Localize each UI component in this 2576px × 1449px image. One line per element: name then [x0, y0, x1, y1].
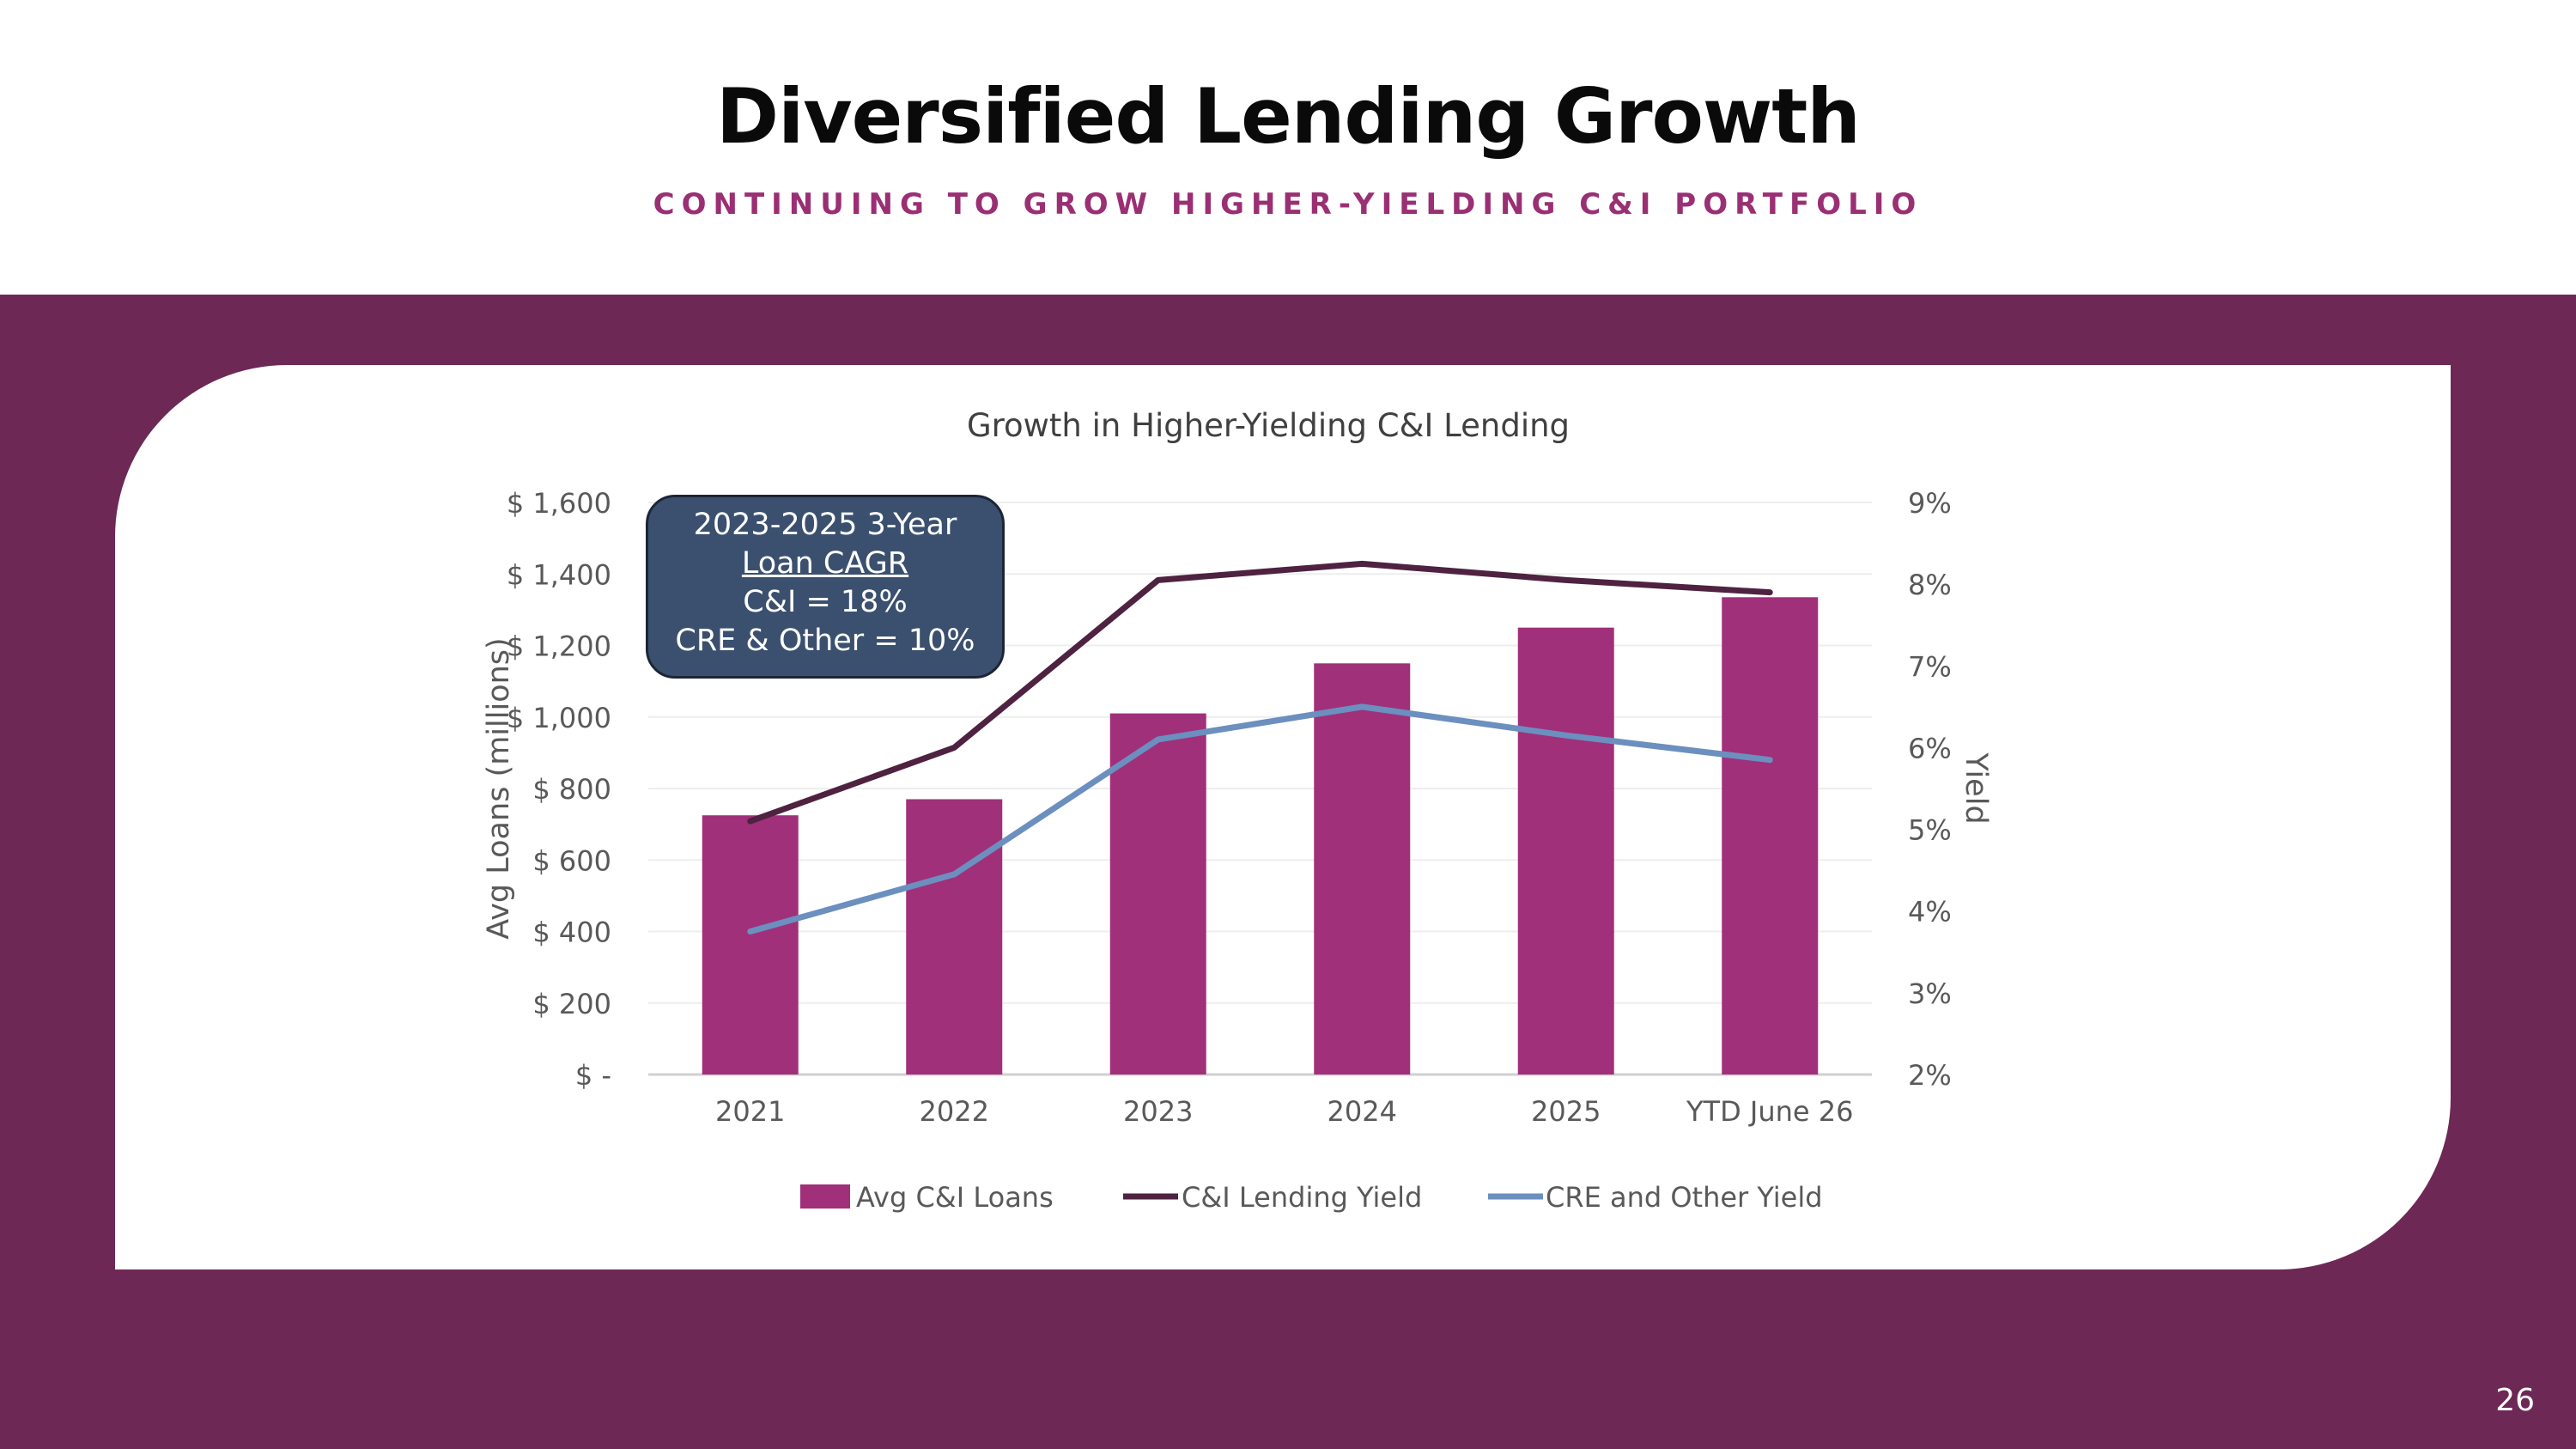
legend-label-ci-lending-yield: C&I Lending Yield	[1182, 1181, 1422, 1214]
y-right-tick-label: 7%	[1908, 650, 1952, 683]
page-subtitle: CONTINUING TO GROW HIGHER-YIELDING C&I P…	[653, 187, 1923, 222]
y-left-tick-label: $ -	[575, 1059, 611, 1092]
y-right-tick-label: 6%	[1908, 732, 1952, 764]
y-left-tick-label: $ 1,600	[507, 487, 611, 520]
chart-title: Growth in Higher-Yielding C&I Lending	[967, 407, 1570, 444]
legend-swatch-avg-ci-loans	[800, 1184, 850, 1209]
page-number: 26	[2495, 1383, 2535, 1418]
y-right-tick-label: 5%	[1908, 814, 1952, 847]
bar-avg-ci-loans	[1314, 663, 1411, 1075]
line-cre-other-yield	[747, 703, 1773, 935]
callout-line-4: CRE & Other = 10%	[675, 624, 975, 658]
y-right-tick-label: 2%	[1908, 1059, 1952, 1092]
y-right-tick-label: 3%	[1908, 977, 1952, 1010]
page-title: Diversified Lending Growth	[716, 72, 1861, 161]
x-tick-label: YTD June 26	[1686, 1095, 1853, 1128]
y-left-axis-label: Avg Loans (millions)	[482, 637, 516, 939]
cagr-callout: 2023-2025 3-Year Loan CAGR C&I = 18% CRE…	[646, 495, 1005, 679]
y-right-tick-label: 8%	[1908, 569, 1952, 601]
y-left-tick-label: $ 200	[532, 988, 611, 1020]
y-right-tick-label: 4%	[1908, 896, 1952, 928]
y-right-tick-label: 9%	[1908, 487, 1952, 520]
y-left-tick-label: $ 800	[532, 773, 611, 806]
chart-card	[115, 365, 2451, 1269]
y-left-tick-label: $ 600	[532, 844, 611, 877]
y-right-axis-label: Yield	[1959, 752, 1993, 824]
bar-avg-ci-loans	[906, 799, 1003, 1075]
bar-avg-ci-loans	[702, 815, 799, 1075]
x-tick-label: 2024	[1327, 1095, 1397, 1128]
callout-line-3: C&I = 18%	[743, 585, 908, 619]
bar-avg-ci-loans	[1722, 597, 1819, 1075]
callout-line-2: Loan CAGR	[741, 546, 909, 581]
bar-avg-ci-loans	[1109, 713, 1206, 1075]
y-left-tick-label: $ 1,200	[507, 630, 611, 663]
line-ci-lending-yield	[747, 560, 1773, 825]
x-tick-label: 2021	[715, 1095, 785, 1128]
legend-label-avg-ci-loans: Avg C&I Loans	[856, 1181, 1054, 1214]
x-tick-label: 2022	[920, 1095, 989, 1128]
bar-avg-ci-loans	[1517, 627, 1614, 1075]
y-left-tick-label: $ 1,400	[507, 558, 611, 591]
y-left-tick-label: $ 400	[532, 916, 611, 949]
callout-line-1: 2023-2025 3-Year	[693, 508, 957, 542]
x-tick-label: 2023	[1123, 1095, 1193, 1128]
legend-label-cre-other-yield: CRE and Other Yield	[1546, 1181, 1823, 1214]
x-tick-label: 2025	[1531, 1095, 1601, 1128]
y-left-tick-label: $ 1,000	[507, 702, 611, 734]
